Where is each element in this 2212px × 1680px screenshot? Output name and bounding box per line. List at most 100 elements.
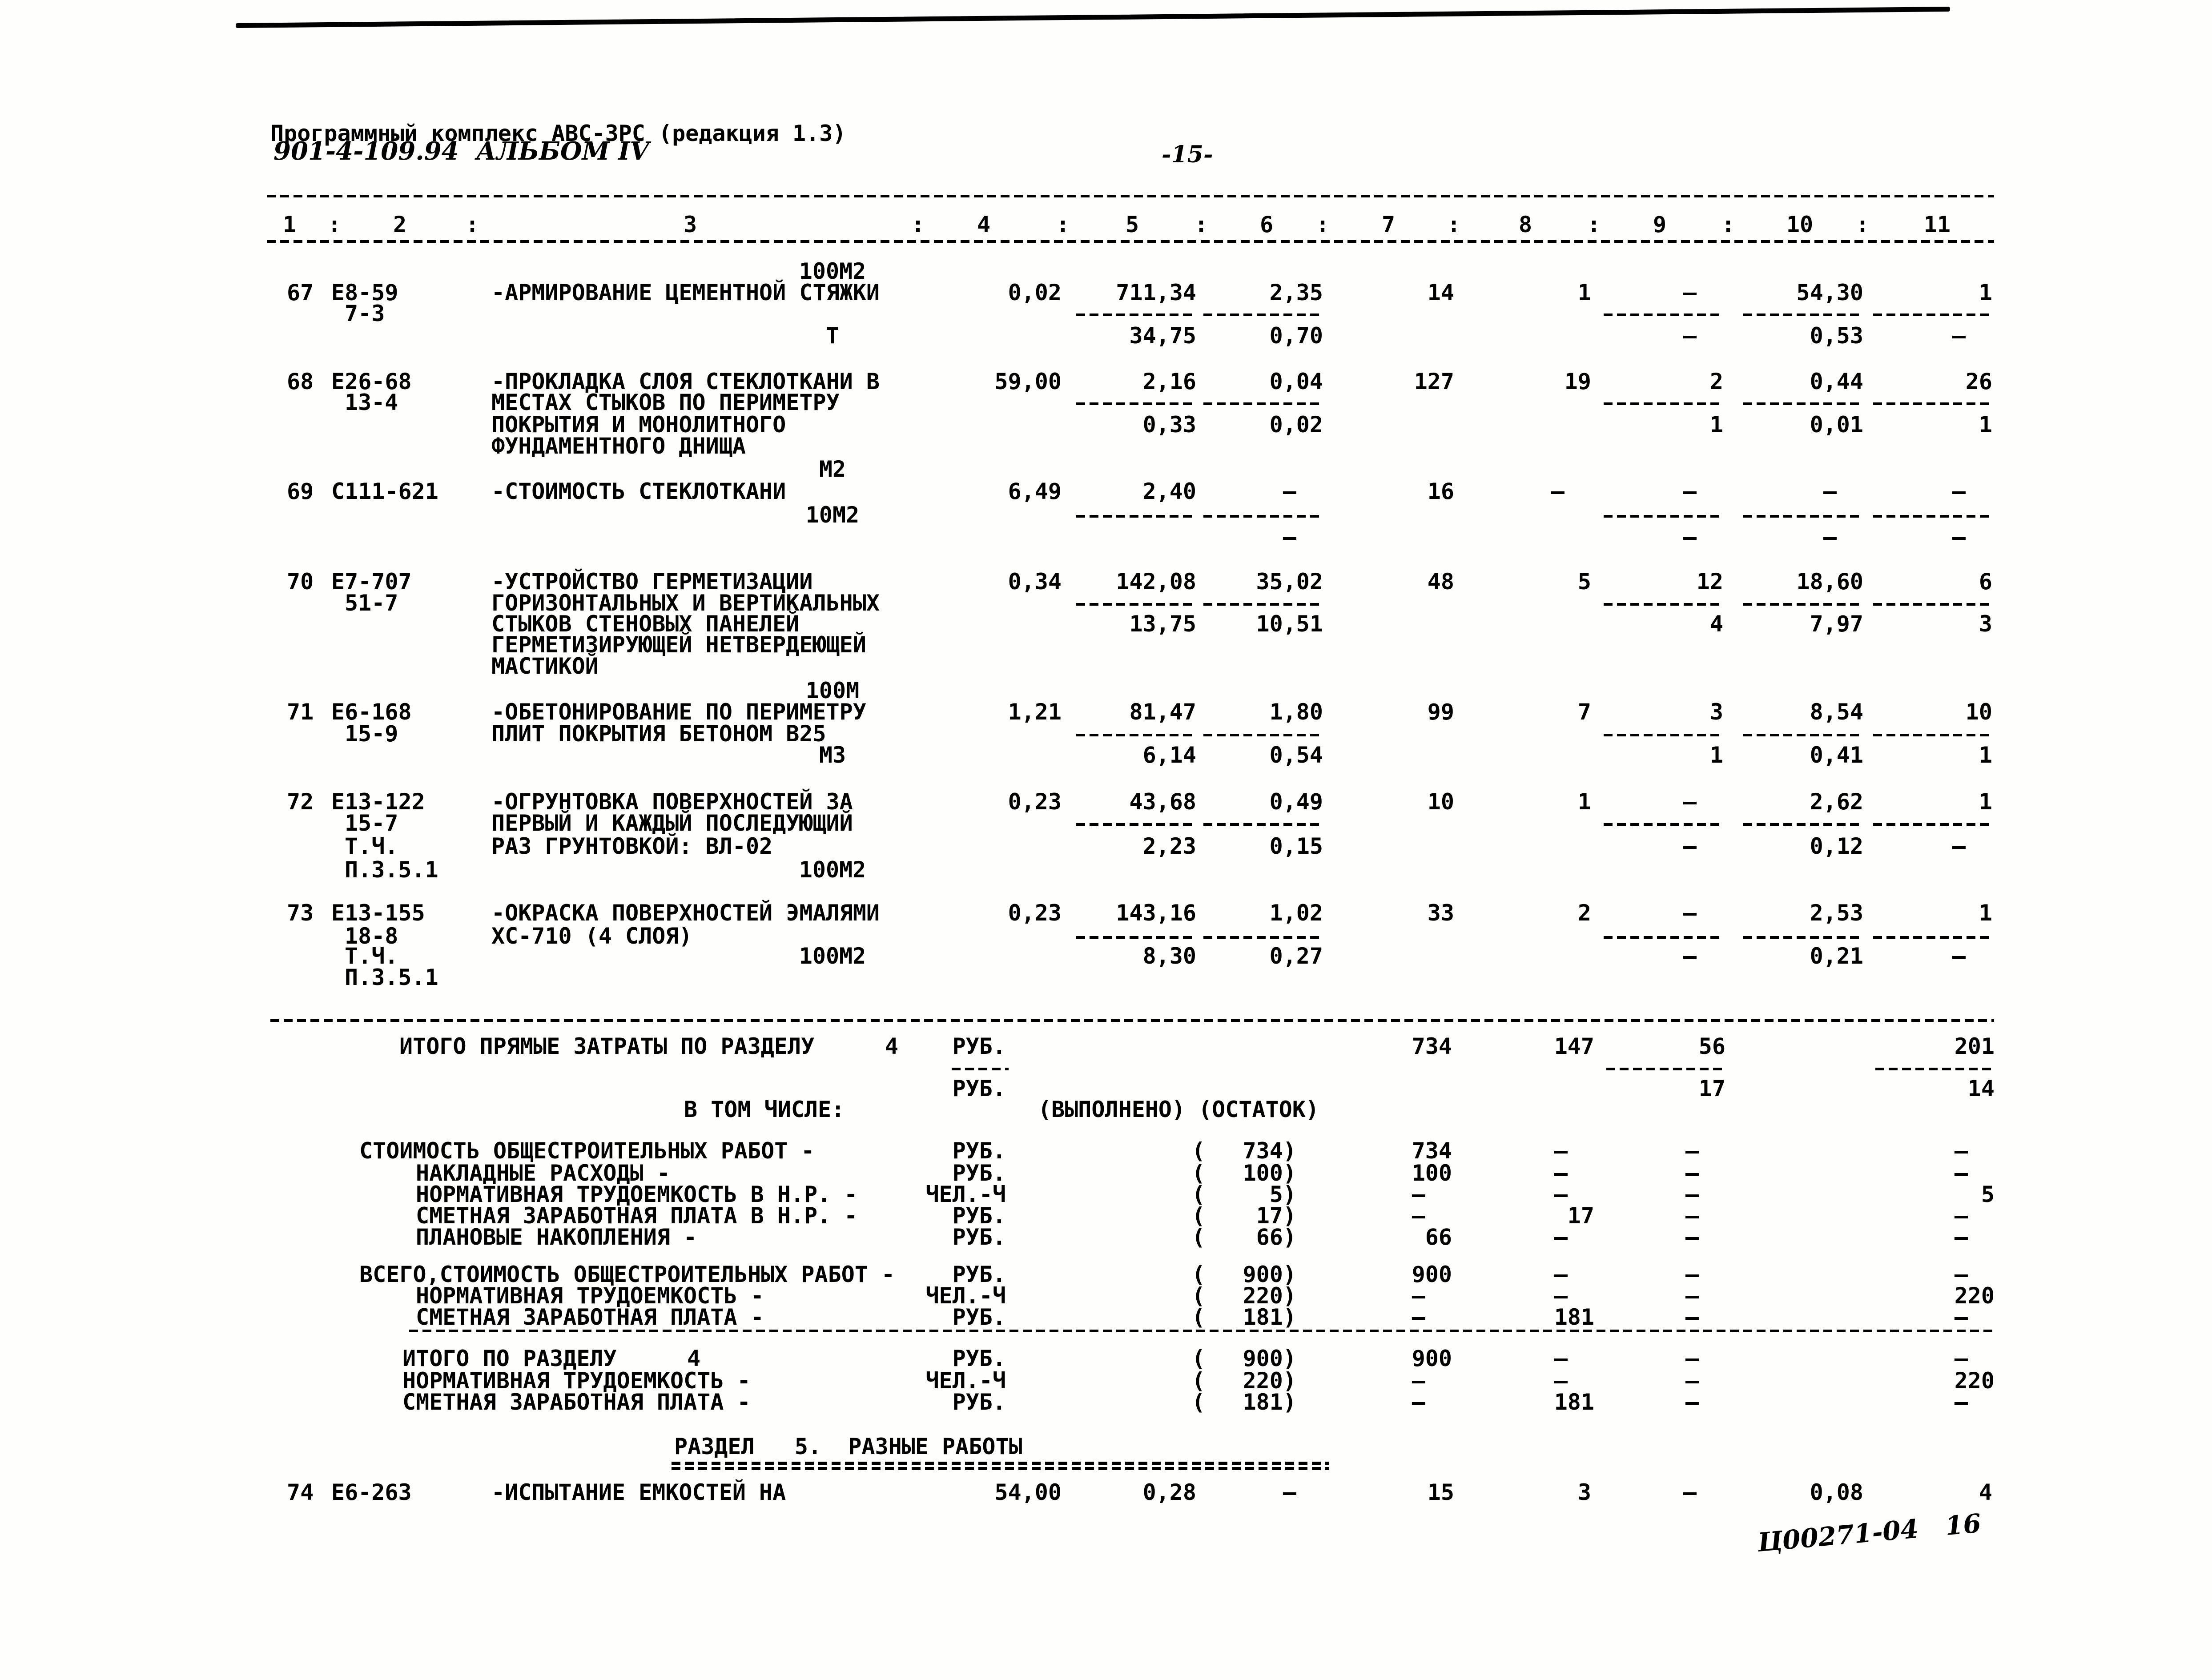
cell-col10: 8,54 <box>1810 699 1863 725</box>
cell-col9: 56 <box>1698 1033 1725 1059</box>
cell-col11: – <box>1954 1304 1968 1330</box>
cell-col6: 1,80 <box>1269 699 1323 725</box>
cell-col10: 2,62 <box>1810 789 1863 815</box>
cell-col10: 0,08 <box>1810 1479 1863 1505</box>
row-code: Е6-263 <box>331 1479 412 1505</box>
col-header-11: 11 <box>1923 212 1951 237</box>
cell-col8: 7 <box>1577 699 1591 725</box>
cell-col5: 13,75 <box>1129 611 1196 637</box>
paren-open: ( <box>1192 1304 1206 1330</box>
cell-col6: 35,02 <box>1256 569 1323 595</box>
section5-double-line <box>672 1462 1329 1465</box>
cell-col9: – <box>1683 900 1697 926</box>
cell-col8: 3 <box>1577 1479 1591 1505</box>
cell-col8: – <box>1554 1262 1568 1287</box>
dashed-separator <box>1604 515 1724 518</box>
section-number: 4 <box>687 1346 701 1371</box>
dashed-separator <box>1743 823 1863 826</box>
row-name-line: МЕСТАХ СТЫКОВ ПО ПЕРИМЕТРУ <box>491 390 840 415</box>
cell-col11: 220 <box>1954 1283 1995 1309</box>
col-separator: : <box>1056 212 1070 237</box>
row-name-line: ГОРИЗОНТАЛЬНЫХ И ВЕРТИКАЛЬНЫХ <box>491 590 880 616</box>
dashed-separator <box>1203 603 1323 606</box>
col-header-3: 3 <box>683 212 697 237</box>
paren-open: ( <box>1192 1182 1206 1207</box>
cell-col6: 0,49 <box>1269 789 1323 815</box>
dashed-separator <box>1203 515 1323 518</box>
cell-col6: 0,27 <box>1269 943 1323 969</box>
cell-col8: – <box>1554 1224 1568 1250</box>
row-number: 71 <box>287 699 314 725</box>
dashed-separator <box>1203 734 1323 736</box>
cell-quantity: 0,02 <box>1008 280 1062 305</box>
cell-col9: – <box>1685 1389 1699 1415</box>
row-number: 69 <box>287 478 314 504</box>
cell-col7: 16 <box>1427 478 1454 504</box>
dashed-separator <box>1743 734 1863 736</box>
cell-quantity: 1,21 <box>1008 699 1062 725</box>
unit-label: М2 <box>819 456 846 482</box>
section5-double-line <box>672 1467 1329 1470</box>
cell-col8: – <box>1554 1283 1568 1309</box>
cell-col7: – <box>1412 1389 1425 1415</box>
unit-label: Т <box>825 323 840 349</box>
row-name-line: ПОКРЫТИЯ И МОНОЛИТНОГО <box>491 412 786 438</box>
cell-col5: 0,33 <box>1142 412 1196 438</box>
cell-col9: – <box>1685 1283 1699 1309</box>
section-total-label: ИТОГО ПО РАЗДЕЛУ <box>402 1346 617 1371</box>
cell-col5: 8,30 <box>1142 943 1196 969</box>
row-subcode: 18-8 <box>345 923 398 949</box>
dashed-separator <box>1743 603 1863 606</box>
unit-label: 100М2 <box>799 258 866 284</box>
section5-title: РАЗДЕЛ 5. РАЗНЫЕ РАБОТЫ <box>674 1434 1022 1459</box>
col-separator: : <box>1447 212 1461 237</box>
unit-label: РУБ. <box>952 1160 1006 1186</box>
col-header-8: 8 <box>1518 212 1532 237</box>
breakdown-label: НОРМАТИВНАЯ ТРУДОЕМКОСТЬ - <box>416 1283 764 1309</box>
paren-open: ( <box>1192 1389 1206 1415</box>
dashed-separator <box>1604 603 1724 606</box>
dashed-separator <box>1203 936 1323 939</box>
cell-col11: 3 <box>1979 611 1992 637</box>
stamp-handwritten: Ц00271-04 16 <box>1756 1508 1983 1558</box>
cell-col11: 1 <box>1979 900 1992 926</box>
dashed-separator <box>1743 402 1863 405</box>
cell-col11: – <box>1954 1138 1968 1164</box>
cell-col10: 0,12 <box>1810 833 1863 859</box>
unit-label: РУБ. <box>952 1138 1006 1164</box>
cell-col7: – <box>1412 1182 1425 1207</box>
dashed-separator <box>1873 515 1993 518</box>
dashed-separator <box>1873 734 1993 736</box>
cell-col6: 10,51 <box>1256 611 1323 637</box>
col-header-6: 6 <box>1259 212 1274 237</box>
row-name-line: РАЗ ГРУНТОВКОЙ: ВЛ-02 <box>491 833 773 859</box>
row-name-line: -ИСПЫТАНИЕ ЕМКОСТЕЙ НА <box>491 1479 786 1505</box>
cell-col6: 1,02 <box>1269 900 1323 926</box>
totals-direct-label: ИТОГО ПРЯМЫЕ ЗАТРАТЫ ПО РАЗДЕЛУ <box>399 1033 815 1059</box>
col-header-4: 4 <box>977 212 991 237</box>
remainder-column-label: (ОСТАТОК) <box>1199 1097 1319 1122</box>
row-name-line: -АРМИРОВАНИЕ ЦЕМЕНТНОЙ СТЯЖКИ <box>491 280 880 305</box>
row-code: Е13-122 <box>331 789 425 815</box>
col-separator: : <box>465 212 479 237</box>
row-name-line: ПЕРВЫЙ И КАЖДЫЙ ПОСЛЕДУЮЩИЙ <box>491 810 853 836</box>
cell-col7: 734 <box>1412 1138 1452 1164</box>
section-total-label: НОРМАТИВНАЯ ТРУДОЕМКОСТЬ - <box>402 1368 751 1394</box>
program-header: Программный комплекс АВС-3РС (редакция 1… <box>270 121 846 146</box>
cell-col9: – <box>1685 1203 1699 1229</box>
cell-col7: – <box>1412 1368 1425 1394</box>
col-header-10: 10 <box>1786 212 1814 237</box>
cell-col7: – <box>1412 1203 1425 1229</box>
dashed-separator <box>1203 313 1323 316</box>
col-header-7: 7 <box>1381 212 1396 237</box>
dashed-separator <box>1203 823 1323 826</box>
unit-label: РУБ. <box>952 1224 1006 1250</box>
cell-col8: 1 <box>1577 789 1591 815</box>
cell-col7: 127 <box>1414 369 1454 394</box>
unit-label: РУБ. <box>952 1304 1006 1330</box>
dashed-separator <box>1076 936 1196 939</box>
breakdown-label: НОРМАТИВНАЯ ТРУДОЕМКОСТЬ В Н.Р. - <box>416 1182 858 1207</box>
cell-col9: – <box>1683 323 1697 349</box>
cell-col5: 2,23 <box>1142 833 1196 859</box>
